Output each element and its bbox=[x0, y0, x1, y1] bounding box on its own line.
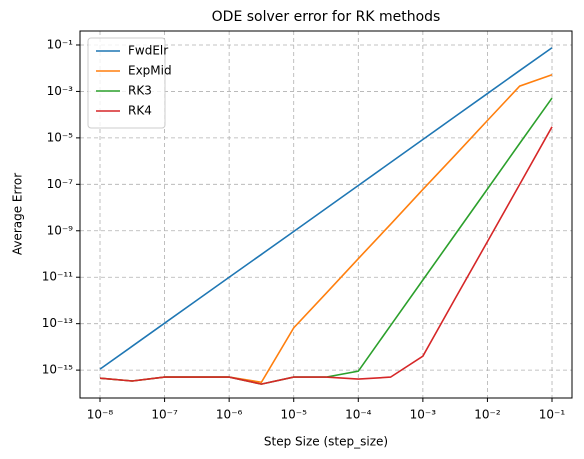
legend-label: FwdElr bbox=[128, 44, 168, 58]
y-tick-label: 10⁻⁹ bbox=[47, 223, 74, 237]
y-tick-label: 10⁻⁵ bbox=[47, 130, 74, 144]
x-tick-label: 10⁻⁶ bbox=[216, 408, 243, 422]
x-tick-label: 10⁻⁷ bbox=[151, 408, 178, 422]
x-axis-label: Step Size (step_size) bbox=[264, 435, 388, 449]
x-tick-label: 10⁻⁴ bbox=[345, 408, 372, 422]
y-tick-label: 10⁻⁷ bbox=[47, 177, 74, 191]
y-tick-label: 10⁻¹ bbox=[47, 37, 74, 51]
x-tick-label: 10⁻¹ bbox=[539, 408, 566, 422]
y-tick-label: 10⁻¹³ bbox=[42, 316, 73, 330]
series-line bbox=[99, 97, 553, 385]
series-line bbox=[99, 47, 553, 370]
x-tick-label: 10⁻² bbox=[474, 408, 501, 422]
y-tick-label: 10⁻³ bbox=[47, 84, 74, 98]
x-tick-label: 10⁻⁵ bbox=[281, 408, 308, 422]
series-line bbox=[99, 74, 553, 384]
x-tick-label: 10⁻³ bbox=[410, 408, 437, 422]
y-axis-label: Average Error bbox=[11, 173, 25, 255]
y-tick-label: 10⁻¹¹ bbox=[42, 270, 73, 284]
legend-box bbox=[87, 37, 166, 129]
plot-frame bbox=[79, 30, 573, 399]
legend-label: RK3 bbox=[128, 84, 152, 98]
series-line bbox=[99, 126, 553, 385]
legend-label: ExpMid bbox=[128, 64, 172, 78]
y-tick-label: 10⁻¹⁵ bbox=[42, 363, 73, 377]
legend-label: RK4 bbox=[128, 104, 152, 118]
x-tick-label: 10⁻⁸ bbox=[87, 408, 114, 422]
chart-title: ODE solver error for RK methods bbox=[212, 9, 441, 25]
